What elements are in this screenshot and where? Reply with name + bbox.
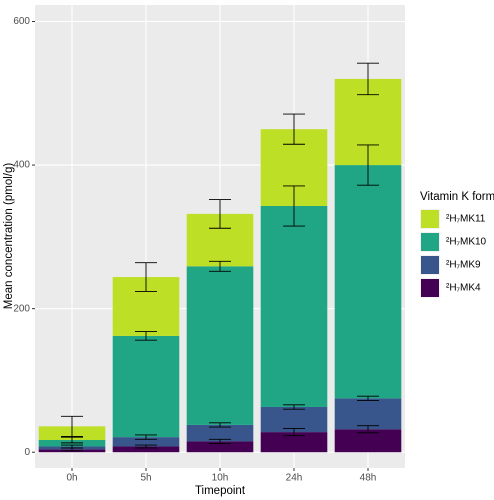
error-bar	[61, 436, 83, 444]
error-bar	[61, 415, 83, 437]
bar-segment	[112, 437, 180, 447]
error-bar	[135, 262, 157, 292]
legend-title: Vitamin K form	[420, 191, 494, 203]
bar-segment	[186, 441, 254, 453]
legend-label: ²H₇MK9	[446, 260, 481, 271]
bar-segment	[260, 406, 328, 433]
bar-segment	[260, 205, 328, 407]
error-bar	[61, 444, 83, 449]
bar-segment	[334, 398, 402, 430]
error-bar	[135, 331, 157, 341]
error-bar	[283, 404, 305, 410]
y-tick-label: 600	[13, 16, 30, 27]
x-tick-label: 48h	[360, 473, 377, 484]
legend-swatch	[421, 256, 439, 274]
bar-segment	[260, 432, 328, 453]
bar-segment	[186, 266, 254, 425]
error-bar	[283, 113, 305, 145]
x-axis-title: Timepoint	[195, 485, 246, 497]
error-bar	[209, 438, 231, 445]
error-bar	[357, 395, 379, 401]
error-bar	[135, 434, 157, 440]
error-bar	[283, 428, 305, 437]
x-tick-label: 0h	[66, 473, 77, 484]
x-tick-label: 10h	[212, 473, 229, 484]
bar-segment	[334, 165, 402, 399]
legend-swatch	[421, 233, 439, 251]
y-axis-title: Mean concentration (pmol/g)	[3, 163, 15, 310]
legend-label: ²H₇MK4	[446, 283, 481, 294]
legend-label: ²H₇MK11	[446, 214, 486, 225]
legend-label: ²H₇MK10	[446, 237, 487, 248]
bar-segment	[112, 335, 180, 438]
error-bar	[209, 199, 231, 229]
bar-segment	[112, 446, 180, 453]
error-bar	[357, 144, 379, 186]
error-bar	[357, 62, 379, 96]
x-tick-label: 5h	[140, 473, 151, 484]
y-tick-label: 200	[13, 303, 30, 314]
y-tick-label: 400	[13, 160, 30, 171]
bar-segment	[186, 424, 254, 442]
x-tick-label: 24h	[286, 473, 303, 484]
y-tick-label: 0	[24, 447, 30, 458]
error-bar	[283, 185, 305, 227]
legend-swatch	[421, 210, 439, 228]
error-bar	[209, 422, 231, 428]
legend-swatch	[421, 279, 439, 297]
error-bar	[135, 444, 157, 449]
bar-segment	[334, 429, 402, 453]
error-bar	[209, 260, 231, 272]
error-bar	[357, 425, 379, 434]
